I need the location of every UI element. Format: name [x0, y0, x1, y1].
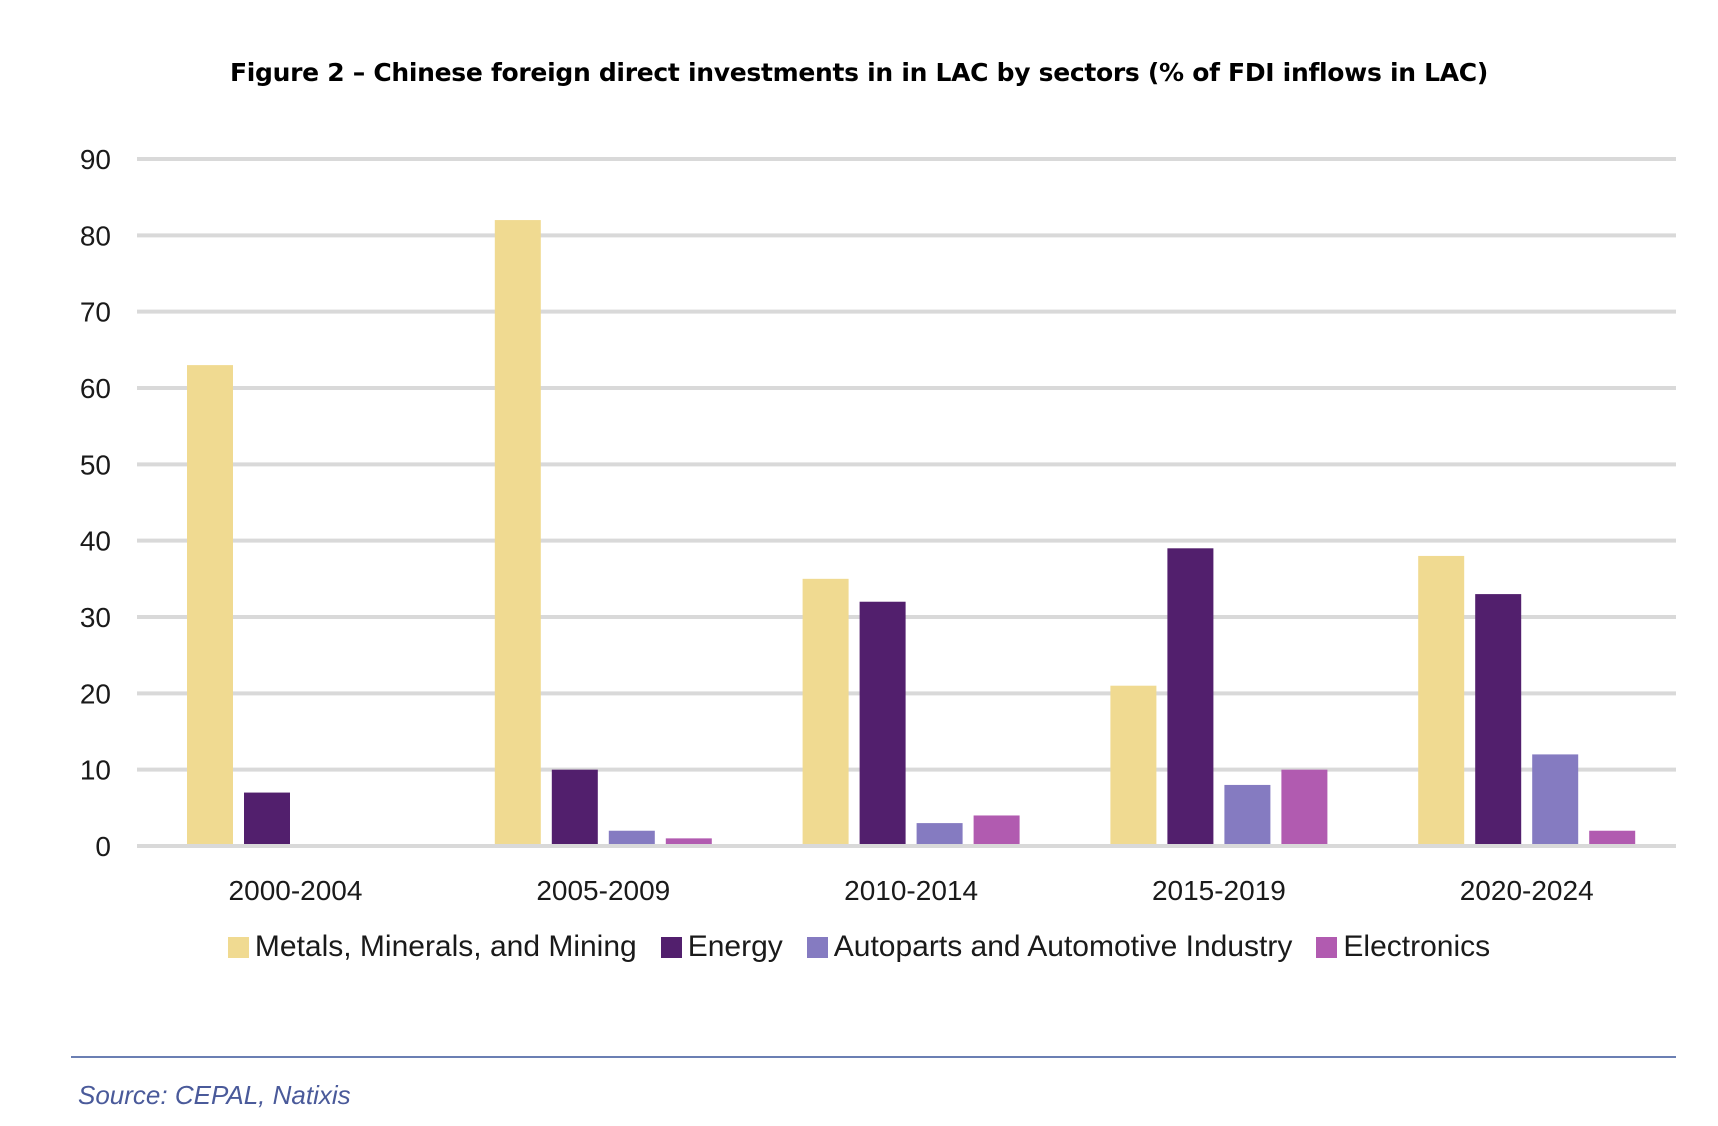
bar	[187, 365, 233, 844]
y-tick-label: 10	[80, 755, 111, 786]
legend-item: Autoparts and Automotive Industry	[806, 930, 1293, 964]
x-tick-label: 2015-2019	[1152, 875, 1286, 906]
bar	[1224, 784, 1271, 844]
bar	[665, 838, 712, 844]
divider	[71, 1056, 1676, 1058]
bar	[244, 792, 290, 844]
bar	[494, 220, 541, 845]
chart-title: Figure 2 – Chinese foreign direct invest…	[230, 58, 1488, 87]
bar	[1110, 685, 1157, 844]
bar	[1418, 555, 1465, 844]
x-tick-label: 2000-2004	[229, 875, 363, 906]
bar	[1475, 594, 1522, 844]
bar	[802, 578, 849, 844]
x-tick-label: 2005-2009	[536, 875, 670, 906]
legend-swatch	[806, 936, 828, 958]
bar	[1532, 754, 1579, 844]
legend-label: Electronics	[1343, 930, 1491, 963]
legend-label: Autoparts and Automotive Industry	[833, 930, 1293, 963]
bar	[973, 815, 1020, 844]
y-tick-label: 20	[80, 678, 111, 709]
y-tick-label: 40	[80, 526, 111, 557]
bar	[608, 830, 655, 844]
bars	[187, 220, 1636, 845]
x-tick-label: 2010-2014	[844, 875, 978, 906]
legend-item: Energy	[660, 930, 783, 964]
bar	[1167, 548, 1214, 844]
y-tick-label: 80	[80, 220, 111, 251]
legend-label: Energy	[687, 930, 783, 963]
bar	[916, 823, 963, 844]
y-tick-label: 30	[80, 602, 111, 633]
legend-swatch	[1316, 936, 1338, 958]
x-axis-labels: 2000-2004 2005-2009 2010-2014 2015-2019 2020…	[229, 875, 1594, 906]
legend: Metals, Minerals, and Mining Energy Autopa…	[0, 930, 1718, 964]
y-tick-label: 0	[95, 831, 111, 862]
y-tick-label: 50	[80, 449, 111, 480]
y-tick-label: 70	[80, 297, 111, 328]
y-tick-label: 60	[80, 373, 111, 404]
bar	[1589, 830, 1636, 844]
y-tick-label: 90	[80, 144, 111, 175]
source-note: Source: CEPAL, Natixis	[78, 1080, 351, 1110]
bar	[859, 601, 906, 844]
y-axis-ticks: 0 10 20 30 40 50 60 70 80 90	[80, 144, 111, 862]
bar	[1281, 769, 1328, 844]
legend-label: Metals, Minerals, and Mining	[254, 930, 637, 963]
bar	[551, 769, 598, 844]
gridlines	[137, 157, 1676, 848]
legend-item: Metals, Minerals, and Mining	[227, 930, 637, 964]
x-tick-label: 2020-2024	[1460, 875, 1594, 906]
legend-swatch	[227, 936, 249, 958]
legend-item: Electronics	[1316, 930, 1490, 964]
legend-swatch	[660, 936, 682, 958]
